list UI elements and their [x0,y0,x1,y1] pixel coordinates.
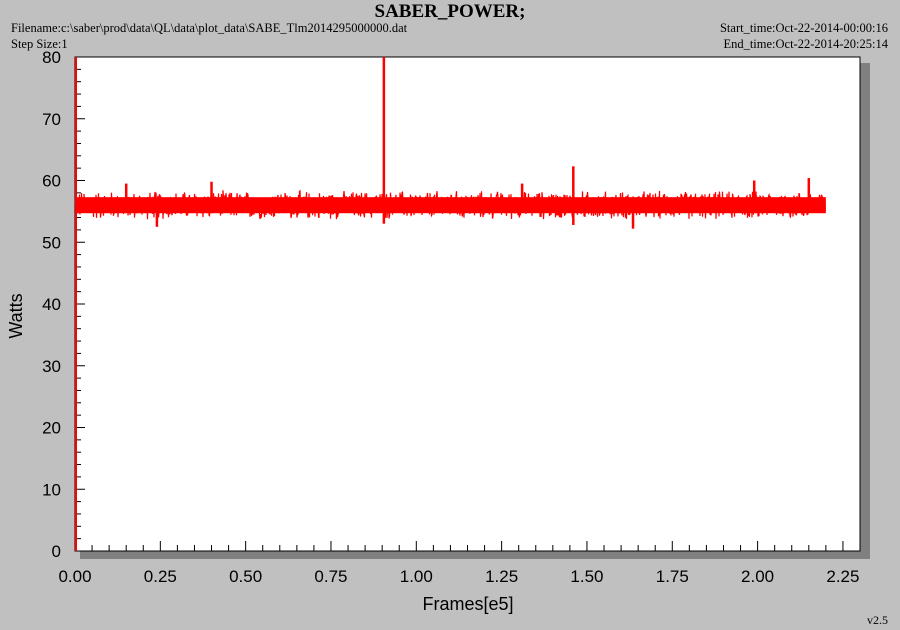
y-tick-label: 60 [42,172,61,191]
plot-area [74,56,861,552]
y-axis-title: Watts [6,293,26,338]
end-time-label: End_time:Oct-22-2014-20:25:14 [723,37,888,51]
x-axis-title: Frames[e5] [422,594,513,614]
y-tick-label: 0 [52,542,61,561]
x-tick-label: 2.00 [741,567,774,586]
x-tick-label: 0.25 [144,567,177,586]
x-tick-label: 1.25 [485,567,518,586]
x-axis: 0.00 0.25 0.50 0.75 1.00 1.25 1.50 1.75 2.00 2.25 [58,541,859,586]
y-tick-label: 50 [42,233,61,252]
x-tick-label: 0.00 [58,567,91,586]
y-axis: 0 10 20 30 40 50 60 70 80 [42,48,85,561]
version-label: v2.5 [867,613,888,627]
start-time-label: Start_time:Oct-22-2014-00:00:16 [719,21,888,35]
x-tick-label: 0.50 [229,567,262,586]
y-tick-label: 10 [42,480,61,499]
y-tick-label: 70 [42,110,61,129]
x-tick-label: 1.00 [400,567,433,586]
y-tick-label: 80 [42,48,61,67]
series-layer [74,57,827,551]
y-tick-label: 40 [42,295,61,314]
x-tick-label: 0.75 [314,567,347,586]
x-tick-label: 1.75 [656,567,689,586]
chart-title: SABER_POWER; [374,1,526,22]
series-core [75,197,826,214]
y-tick-label: 20 [42,419,61,438]
x-tick-label: 2.25 [826,567,859,586]
x-tick-label: 1.50 [570,567,603,586]
y-tick-label: 30 [42,357,61,376]
filename-label: Filename:c:\saber\prod\data\QL\data\plot… [11,21,408,35]
step-size-label: Step Size:1 [11,37,68,51]
